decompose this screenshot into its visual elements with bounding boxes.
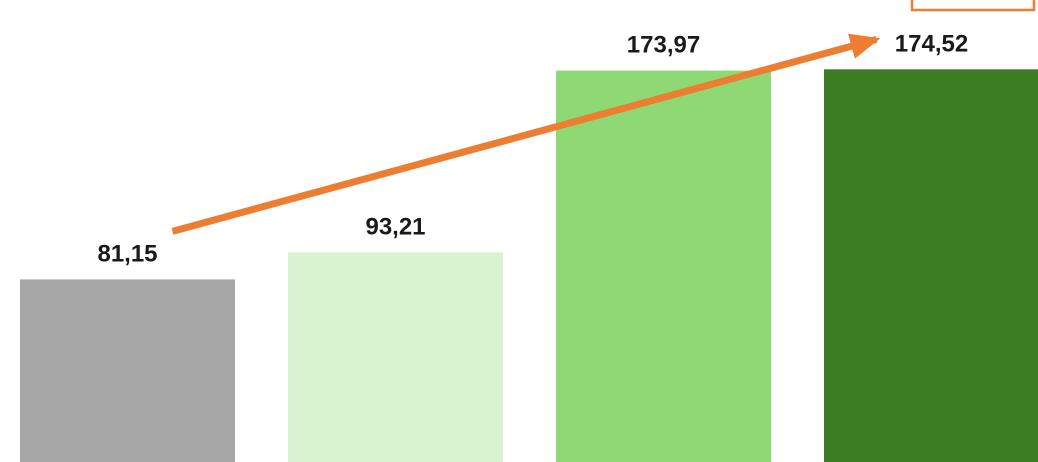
- bar-2: [288, 252, 503, 462]
- bar-value-label-4: 174,52: [895, 30, 968, 57]
- bar-value-label-2: 93,21: [365, 213, 425, 240]
- trend-arrow: [171, 33, 881, 235]
- corner-box: [910, 0, 1036, 12]
- bar-4: [824, 69, 1038, 462]
- bar-3: [556, 70, 771, 462]
- bar-value-label-1: 81,15: [97, 240, 157, 267]
- bar-value-label-3: 173,97: [627, 32, 700, 59]
- bar-1: [20, 279, 235, 462]
